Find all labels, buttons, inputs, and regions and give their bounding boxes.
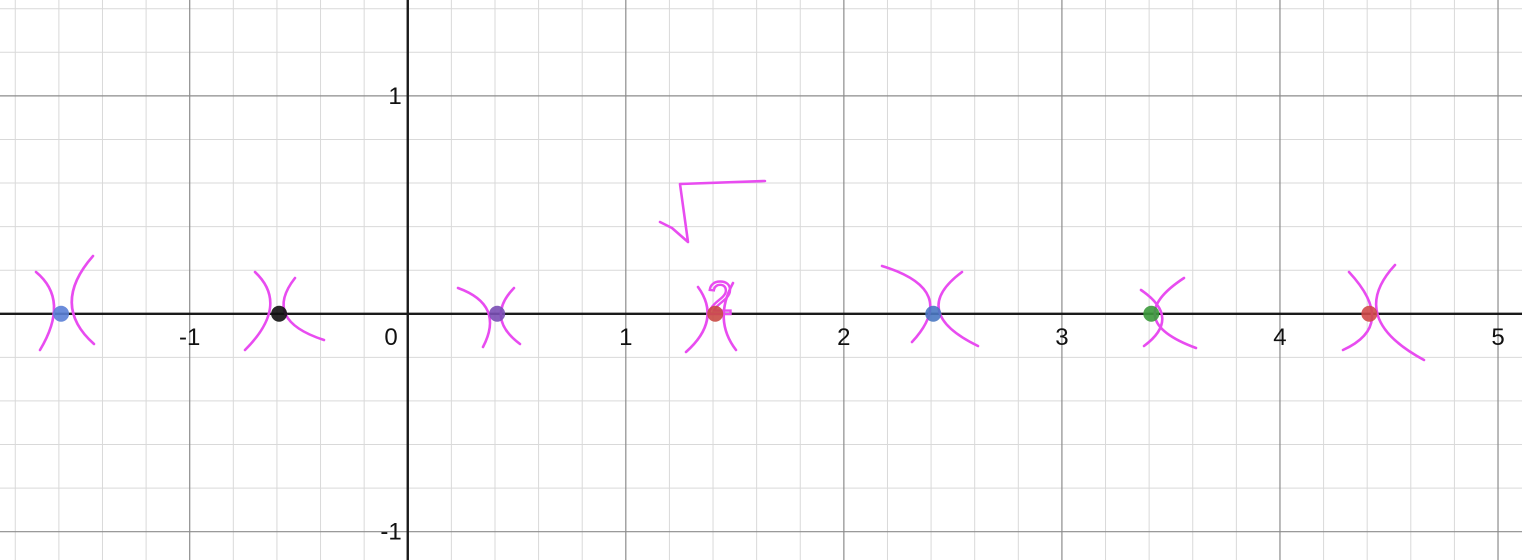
x-tick-label: 1 <box>619 324 632 351</box>
ink-arc <box>70 254 96 346</box>
data-point[interactable] <box>1361 305 1378 322</box>
ink-arc <box>880 264 932 344</box>
handwritten-marks <box>34 179 1426 362</box>
x-tick-label: 4 <box>1273 324 1286 351</box>
ink-arc <box>722 281 738 352</box>
data-points[interactable] <box>53 305 1378 322</box>
x-tick-label: 0 <box>384 324 397 351</box>
ink-arc <box>1139 288 1164 348</box>
y-tick-label: -1 <box>380 519 401 546</box>
y-tick-label: 1 <box>388 83 401 110</box>
data-point[interactable] <box>707 305 724 322</box>
data-point[interactable] <box>1143 305 1160 322</box>
ink-arc <box>243 270 272 352</box>
x-tick-label: 3 <box>1055 324 1068 351</box>
ink-arc <box>456 286 492 349</box>
x-tick-label: 2 <box>837 324 850 351</box>
tick-labels: -1 0 1 2 3 4 5 1 -1 <box>179 83 1505 546</box>
x-tick-label: 5 <box>1491 324 1504 351</box>
data-point[interactable] <box>489 305 506 322</box>
ink-arc <box>1374 263 1426 362</box>
ink-sqrt-sign <box>658 179 767 244</box>
x-tick-label: -1 <box>179 324 200 351</box>
data-point[interactable] <box>53 305 70 322</box>
data-point[interactable] <box>271 305 288 322</box>
data-point[interactable] <box>925 305 942 322</box>
ink-arc <box>34 270 56 352</box>
ink-arc <box>684 285 709 354</box>
